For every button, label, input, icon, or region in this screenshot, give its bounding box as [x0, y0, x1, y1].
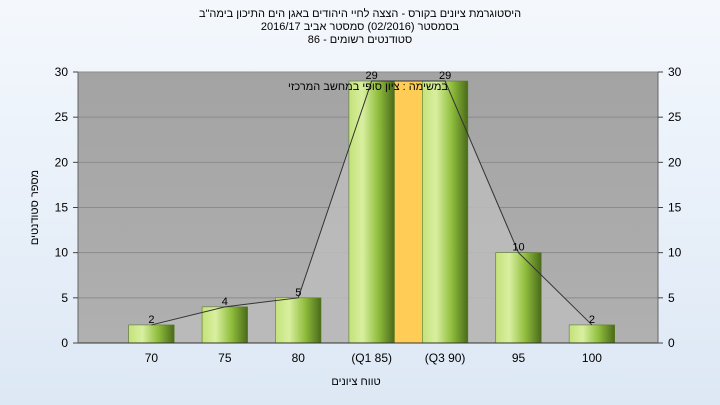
chart-titles: היסטוגרמת ציונים בקורס - הצצה לחיי היהוד…	[0, 8, 720, 47]
y-tick-label-left: 10	[55, 246, 69, 260]
bar	[422, 80, 469, 344]
data-label: 29	[439, 70, 451, 82]
x-tick-label: 70	[145, 351, 159, 365]
x-tick-label: 75	[218, 351, 232, 365]
y-tick-label-right: 25	[668, 110, 682, 124]
data-label: 4	[222, 296, 228, 308]
data-label: 5	[295, 287, 301, 299]
x-tick-label: (Q1 85)	[351, 351, 392, 365]
y-tick-label-left: 30	[55, 65, 69, 79]
y-tick-label-left: 15	[55, 201, 69, 215]
chart-subtitle: בסמסטר (02/2016) סמסטר אביב 2016/17	[260, 21, 460, 33]
data-label: 29	[366, 70, 378, 82]
chart-enrollment: סטודנטים רשומים - 86	[307, 34, 413, 46]
chart-title: היסטוגרמת ציונים בקורס - הצצה לחיי היהוד…	[198, 8, 522, 20]
bar	[275, 297, 322, 344]
y-tick-label-right: 5	[668, 291, 675, 305]
y-tick-label-right: 30	[668, 65, 682, 79]
y-tick-label-left: 20	[55, 155, 69, 169]
bar	[568, 324, 615, 344]
bar	[128, 324, 175, 344]
y-axis-label: מספר סטודנטים	[29, 170, 41, 245]
y-tick-label-left: 5	[61, 291, 68, 305]
data-label: 2	[589, 314, 595, 326]
y-tick-label-right: 15	[668, 201, 682, 215]
data-label: 2	[148, 314, 154, 326]
x-tick-label: 100	[582, 351, 602, 365]
y-tick-label-left: 0	[61, 336, 68, 350]
x-tick-label: (Q3 90)	[425, 351, 466, 365]
y-tick-label-right: 10	[668, 246, 682, 260]
y-tick-label-left: 25	[55, 110, 69, 124]
bar	[348, 80, 395, 344]
data-label: 10	[512, 242, 524, 254]
y-tick-label-right: 20	[668, 155, 682, 169]
y-tick-label-right: 0	[668, 336, 675, 350]
bar	[201, 306, 248, 344]
distribution-line	[151, 80, 593, 326]
x-axis-label: טווח ציונים	[331, 376, 380, 388]
x-tick-label: 95	[512, 351, 526, 365]
x-tick-label: 80	[292, 351, 306, 365]
chart-annotation: במשימה : ציון סופי במחשב המרכזי	[288, 81, 448, 93]
bar	[495, 252, 542, 344]
